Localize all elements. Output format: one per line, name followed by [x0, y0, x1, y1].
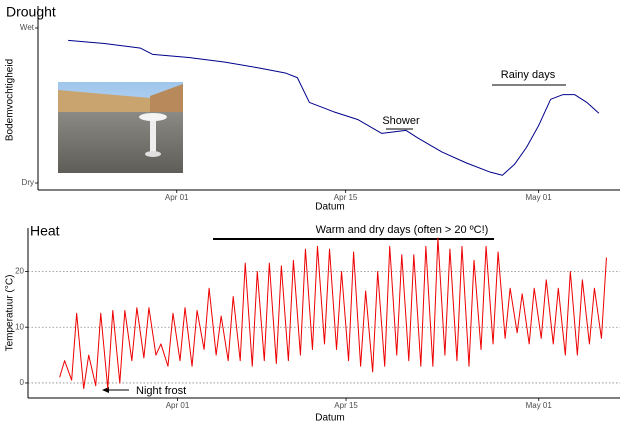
y-tick-label: Wet [20, 23, 35, 32]
y-tick-label: 20 [15, 267, 24, 276]
panel-title: Drought [6, 4, 56, 20]
heat-panel: Heat Datum Temperatuur (°C) Warm and dry… [5, 223, 620, 424]
annotation: Rainy days [501, 69, 556, 81]
x-tick-label: May 01 [525, 193, 552, 202]
drought-panel: Drought Datum Bodemvochtigheid Shower Ra… [5, 4, 620, 213]
x-tick-label: Apr 15 [334, 193, 358, 202]
x-tick-label: Apr 01 [165, 193, 189, 202]
x-tick-label: May 01 [526, 401, 553, 410]
panel-title: Heat [30, 223, 60, 239]
arrow-head [102, 387, 109, 393]
annotation: Warm and dry days (often > 20 ºC!) [316, 224, 489, 236]
x-tick-label: Apr 15 [334, 401, 358, 410]
y-tick-label: 10 [15, 322, 24, 331]
annotation: Night frost [136, 385, 186, 397]
x-tick-label: Apr 01 [166, 401, 190, 410]
data-line [59, 237, 607, 390]
data-line [68, 39, 600, 176]
y-axis-label: Temperatuur (°C) [5, 275, 16, 352]
photo-inset [58, 82, 183, 173]
y-tick-label: Dry [22, 178, 34, 187]
annotation: Shower [382, 115, 420, 127]
x-axis-label: Datum [315, 413, 344, 424]
y-axis-label: Bodemvochtigheid [5, 59, 16, 141]
y-tick-label: 0 [20, 378, 25, 387]
x-axis-label: Datum [315, 202, 344, 213]
